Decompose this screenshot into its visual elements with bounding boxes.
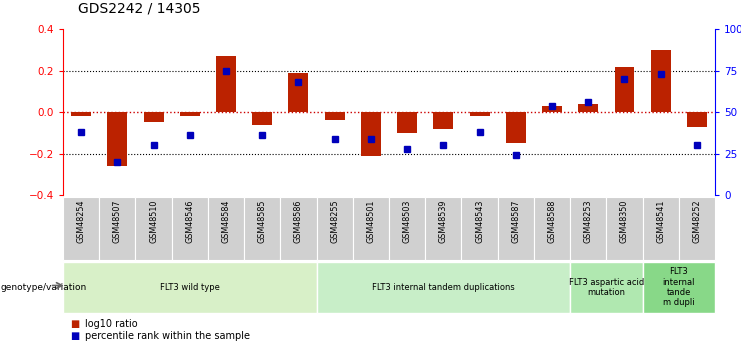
Text: GSM48253: GSM48253: [584, 200, 593, 243]
Bar: [136, 197, 172, 260]
Text: GSM48543: GSM48543: [475, 200, 484, 243]
Bar: [216, 56, 236, 112]
Bar: [361, 112, 381, 156]
Text: GSM48255: GSM48255: [330, 200, 339, 244]
Bar: [71, 112, 91, 116]
Text: GSM48586: GSM48586: [294, 200, 303, 243]
Bar: [679, 197, 715, 260]
Bar: [570, 197, 606, 260]
Text: GSM48541: GSM48541: [657, 200, 665, 243]
Text: FLT3 internal tandem duplications: FLT3 internal tandem duplications: [372, 283, 515, 292]
Bar: [172, 197, 208, 260]
Bar: [63, 262, 316, 313]
Bar: [208, 197, 244, 260]
Bar: [107, 112, 127, 166]
Bar: [425, 197, 462, 260]
Bar: [651, 50, 671, 112]
Bar: [353, 197, 389, 260]
Bar: [470, 112, 490, 116]
Bar: [63, 197, 99, 260]
Text: FLT3
internal
tande
m dupli: FLT3 internal tande m dupli: [662, 267, 695, 307]
Bar: [534, 197, 570, 260]
Bar: [642, 262, 715, 313]
Bar: [144, 112, 164, 122]
Bar: [578, 104, 598, 112]
Text: ■: ■: [70, 332, 79, 341]
Text: GSM48587: GSM48587: [511, 200, 520, 243]
Bar: [316, 197, 353, 260]
Bar: [288, 73, 308, 112]
Text: GSM48588: GSM48588: [548, 200, 556, 243]
Text: GSM48252: GSM48252: [692, 200, 702, 244]
Text: ■: ■: [70, 319, 79, 328]
Bar: [687, 112, 707, 127]
Text: GSM48585: GSM48585: [258, 200, 267, 243]
Bar: [606, 197, 642, 260]
Text: percentile rank within the sample: percentile rank within the sample: [85, 332, 250, 341]
Bar: [462, 197, 498, 260]
Bar: [570, 262, 642, 313]
Bar: [498, 197, 534, 260]
Bar: [389, 197, 425, 260]
Bar: [506, 112, 526, 143]
Bar: [280, 197, 316, 260]
Bar: [642, 197, 679, 260]
Bar: [180, 112, 200, 116]
Text: GSM48254: GSM48254: [76, 200, 86, 243]
Text: GSM48350: GSM48350: [620, 200, 629, 243]
Text: GSM48501: GSM48501: [366, 200, 376, 243]
Text: GSM48584: GSM48584: [222, 200, 230, 243]
Text: FLT3 wild type: FLT3 wild type: [160, 283, 220, 292]
Bar: [244, 197, 280, 260]
Text: GSM48503: GSM48503: [402, 200, 412, 243]
Text: GSM48510: GSM48510: [149, 200, 158, 243]
Text: genotype/variation: genotype/variation: [1, 283, 87, 292]
Bar: [325, 112, 345, 120]
Text: GDS2242 / 14305: GDS2242 / 14305: [78, 1, 200, 16]
Bar: [433, 112, 453, 129]
Bar: [542, 106, 562, 112]
Bar: [316, 262, 570, 313]
Bar: [99, 197, 136, 260]
Text: GSM48539: GSM48539: [439, 200, 448, 243]
Bar: [252, 112, 272, 125]
Bar: [614, 67, 634, 112]
Text: FLT3 aspartic acid
mutation: FLT3 aspartic acid mutation: [569, 277, 644, 297]
Bar: [397, 112, 417, 133]
Text: GSM48507: GSM48507: [113, 200, 122, 243]
Text: log10 ratio: log10 ratio: [85, 319, 138, 328]
Text: GSM48546: GSM48546: [185, 200, 194, 243]
